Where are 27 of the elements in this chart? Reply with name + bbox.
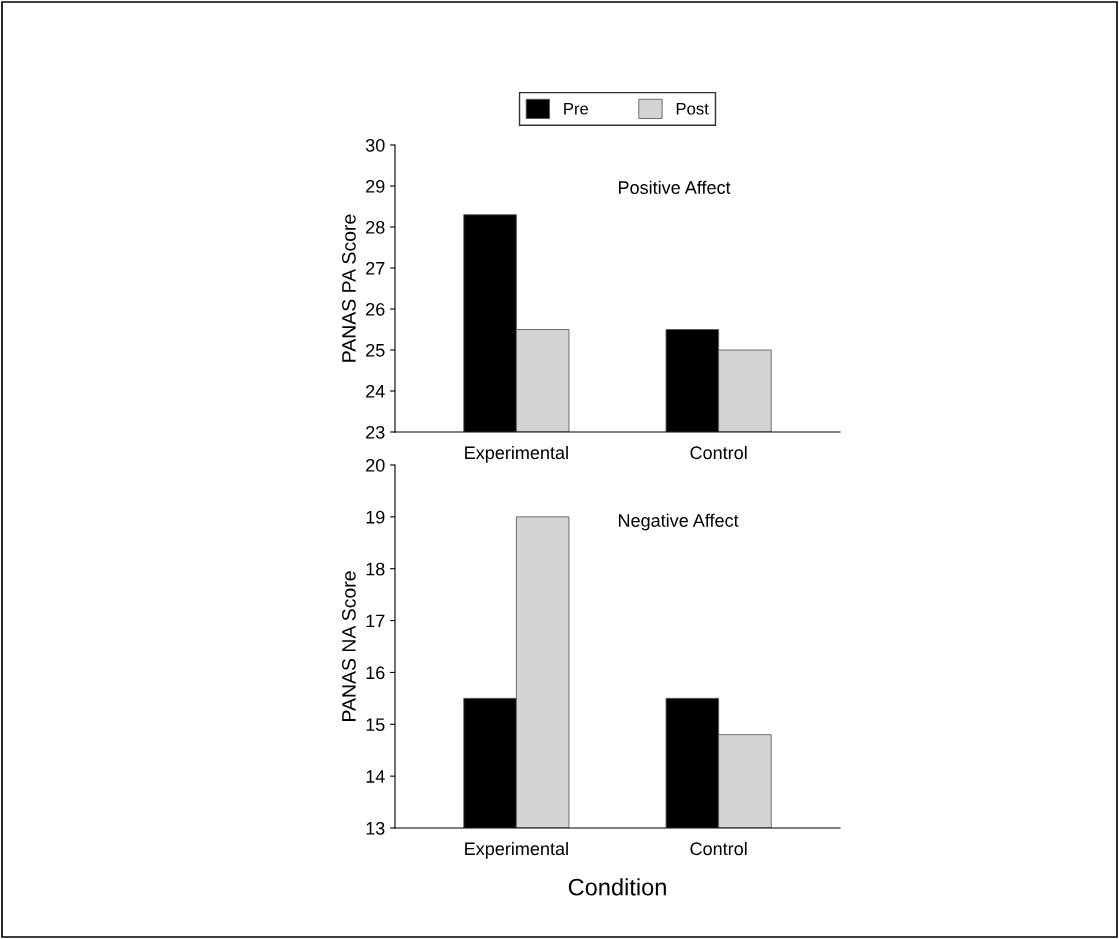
annotation: Negative Affect bbox=[618, 513, 739, 531]
y-tick-label: 13 bbox=[366, 821, 385, 835]
y-tick-label: 26 bbox=[366, 302, 385, 316]
y-tick-label: 28 bbox=[366, 220, 385, 234]
y-axis-title: PANAS PA Score bbox=[342, 214, 356, 362]
x-tick-label: Experimental bbox=[465, 841, 568, 859]
x-tick-label: Control bbox=[690, 445, 747, 460]
x-axis-title: Condition bbox=[568, 878, 666, 896]
y-tick-label: 25 bbox=[366, 343, 385, 357]
y-tick-label: 16 bbox=[366, 666, 385, 680]
legend-label: Post bbox=[676, 102, 709, 115]
y-tick-label: 24 bbox=[366, 384, 385, 398]
y-tick-label: 18 bbox=[366, 562, 385, 576]
y-axis-title: PANAS NA Score bbox=[342, 571, 356, 721]
y-tick-label: 14 bbox=[366, 770, 385, 783]
y-tick-label: 29 bbox=[366, 179, 385, 193]
y-tick-label: 20 bbox=[366, 458, 385, 472]
y-tick-label: 15 bbox=[366, 718, 385, 732]
y-tick-label: 27 bbox=[366, 261, 385, 275]
x-tick-label: Control bbox=[690, 841, 747, 856]
y-tick-label: 30 bbox=[365, 138, 385, 152]
x-tick-label: Experimental bbox=[465, 445, 568, 463]
y-tick-label: 17 bbox=[366, 614, 385, 628]
legend-label: Pre bbox=[564, 102, 589, 115]
y-tick-label: 19 bbox=[366, 510, 385, 524]
y-tick-label: 23 bbox=[366, 425, 385, 439]
annotation: Positive Affect bbox=[618, 180, 731, 194]
